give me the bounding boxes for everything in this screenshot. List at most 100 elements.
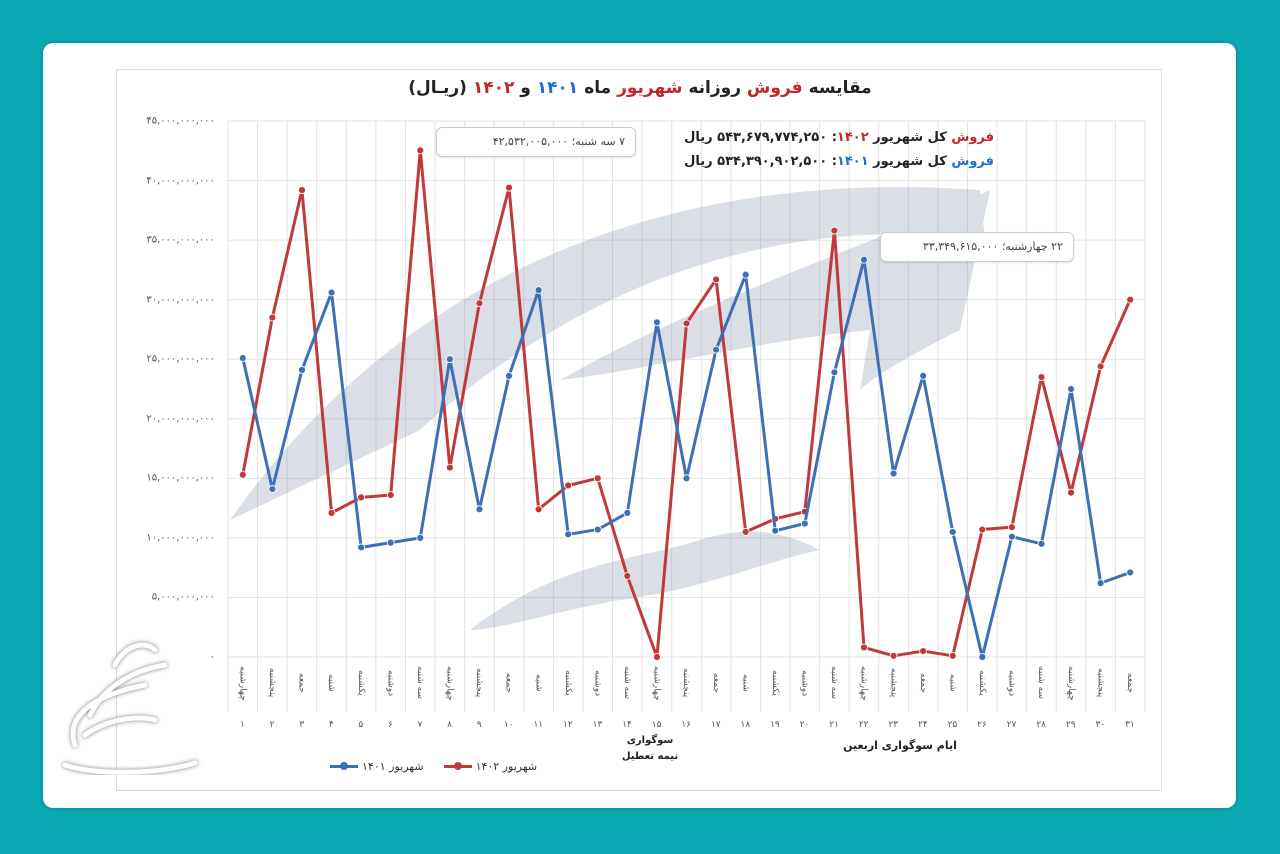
data-point-marker[interactable] (948, 651, 957, 660)
weekday-label: سه شنبه (622, 666, 633, 700)
data-point-marker[interactable] (327, 288, 336, 297)
total-1402-row: فروش کل شهریور ۱۴۰۲: ۵۴۳,۶۷۹,۷۷۴,۲۵۰ ریا… (684, 126, 994, 150)
day-number-label: ۱ (240, 720, 245, 730)
data-point-marker[interactable] (741, 528, 750, 536)
day-number-label: ۲۲ (858, 720, 869, 730)
x-category-label: سه شنبه ۲۸ (1027, 660, 1056, 730)
data-point-marker[interactable] (919, 647, 928, 655)
note-day15: سوگواری نیمه تعطیل (610, 733, 690, 765)
data-point-marker[interactable] (682, 319, 691, 328)
weekday-label: پنجشنبه (1095, 668, 1106, 698)
data-point-marker[interactable] (505, 183, 513, 192)
data-point-marker[interactable] (978, 653, 987, 661)
data-point-marker[interactable] (238, 470, 247, 479)
data-point-marker[interactable] (948, 528, 957, 536)
day-number-label: ۲۷ (1006, 720, 1017, 730)
data-point-marker[interactable] (1067, 488, 1075, 497)
data-point-marker[interactable] (830, 226, 839, 235)
data-point-marker[interactable] (593, 474, 602, 483)
data-point-marker[interactable] (741, 270, 750, 279)
legend-item-1402[interactable]: شهریور ۱۴۰۲ (443, 760, 537, 773)
data-point-marker[interactable] (919, 371, 928, 380)
data-point-marker[interactable] (889, 469, 898, 478)
data-point-marker[interactable] (1037, 373, 1046, 381)
data-point-marker[interactable] (889, 651, 898, 660)
data-point-marker[interactable] (623, 508, 632, 517)
data-point-marker[interactable] (1126, 568, 1135, 577)
data-point-marker[interactable] (505, 371, 513, 380)
total-1401-value: : ۵۳۴,۳۹۰,۹۰۲,۵۰۰ ریال (684, 154, 837, 169)
data-point-marker[interactable] (298, 366, 306, 374)
day-number-label: ۵ (358, 720, 364, 730)
data-point-marker[interactable] (712, 275, 720, 284)
data-point-marker[interactable] (800, 519, 809, 528)
data-point-marker[interactable] (653, 318, 661, 327)
weekday-label: پنجشنبه (888, 668, 899, 698)
data-point-marker[interactable] (1067, 385, 1075, 393)
data-point-marker[interactable] (416, 146, 425, 155)
data-point-marker[interactable] (771, 526, 780, 535)
data-point-marker[interactable] (593, 525, 602, 534)
y-tick-label: ۱۰,۰۰۰,۰۰۰,۰۰۰ (146, 532, 215, 544)
data-point-marker[interactable] (1096, 362, 1105, 371)
y-tick-label: ۴۰,۰۰۰,۰۰۰,۰۰۰ (146, 175, 215, 187)
day-number-label: ۲۶ (977, 720, 987, 730)
data-point-marker[interactable] (386, 491, 395, 499)
data-point-marker[interactable] (534, 286, 543, 295)
y-tick-label: ۴۵,۰۰۰,۰۰۰,۰۰۰ (146, 115, 215, 127)
data-point-marker[interactable] (860, 255, 868, 264)
day-number-label: ۱۶ (681, 720, 692, 730)
data-point-marker[interactable] (298, 186, 306, 194)
legend-item-1401[interactable]: شهریور ۱۴۰۱ (330, 760, 424, 773)
title-year-1402: ۱۴۰۲ (472, 78, 515, 98)
data-point-marker[interactable] (564, 530, 573, 539)
day-number-label: ۱۰ (503, 720, 514, 730)
weekday-label: دوشنبه (592, 669, 603, 697)
day-number-label: ۴ (328, 720, 334, 730)
data-point-marker[interactable] (564, 481, 573, 490)
data-point-marker[interactable] (830, 368, 839, 377)
x-category-label: پنجشنبه ۲۳ (879, 660, 908, 730)
x-category-label: یکشنبه ۱۲ (553, 660, 582, 730)
data-point-marker[interactable] (268, 313, 277, 322)
title-month-word: شهریور (617, 78, 683, 98)
data-point-marker[interactable] (1037, 539, 1046, 548)
day-number-label: ۲۵ (947, 720, 958, 730)
data-point-marker[interactable] (860, 643, 868, 652)
data-point-marker[interactable] (1007, 532, 1016, 541)
x-category-label: چهارشنبه ۲۲ (849, 660, 878, 730)
data-point-marker[interactable] (534, 505, 543, 514)
data-point-marker[interactable] (978, 525, 987, 534)
data-point-marker[interactable] (712, 345, 720, 354)
x-category-label: یکشنبه ۵ (346, 660, 375, 730)
data-point-marker[interactable] (386, 538, 395, 547)
x-category-label: جمعه ۳ (287, 660, 316, 730)
title-mid1: روزانه (682, 78, 747, 98)
data-point-marker[interactable] (653, 653, 661, 661)
data-point-marker[interactable] (416, 533, 425, 542)
total-1402-value: : ۵۴۳,۶۷۹,۷۷۴,۲۵۰ ریال (684, 130, 837, 145)
data-point-marker[interactable] (357, 543, 366, 552)
weekday-label: یکشنبه (562, 670, 573, 696)
data-point-marker[interactable] (357, 493, 366, 502)
day-number-label: ۲۳ (888, 720, 899, 730)
data-point-marker[interactable] (238, 354, 247, 362)
data-point-marker[interactable] (268, 485, 277, 493)
data-point-marker[interactable] (682, 474, 691, 483)
day-number-label: ۱۵ (651, 720, 662, 730)
data-point-marker[interactable] (1096, 579, 1105, 588)
data-point-marker[interactable] (327, 508, 336, 517)
callout-max-1402: ۷ سه شنبه؛ ۴۲,۵۳۲,۰۰۵,۰۰۰ (436, 127, 636, 157)
data-point-marker[interactable] (445, 463, 454, 472)
data-point-marker[interactable] (445, 355, 454, 364)
x-category-label: جمعه ۱۰ (494, 660, 523, 730)
data-point-marker[interactable] (475, 299, 484, 308)
y-tick-label: ۳۰,۰۰۰,۰۰۰,۰۰۰ (146, 294, 215, 306)
data-point-marker[interactable] (475, 505, 484, 514)
data-point-marker[interactable] (623, 572, 632, 580)
data-point-marker[interactable] (1007, 523, 1016, 532)
calligraphy-logo-icon (62, 642, 198, 775)
weekday-label: سه شنبه (829, 666, 840, 700)
data-point-marker[interactable] (1126, 295, 1135, 304)
x-category-label: پنجشنبه ۱۶ (672, 660, 701, 730)
